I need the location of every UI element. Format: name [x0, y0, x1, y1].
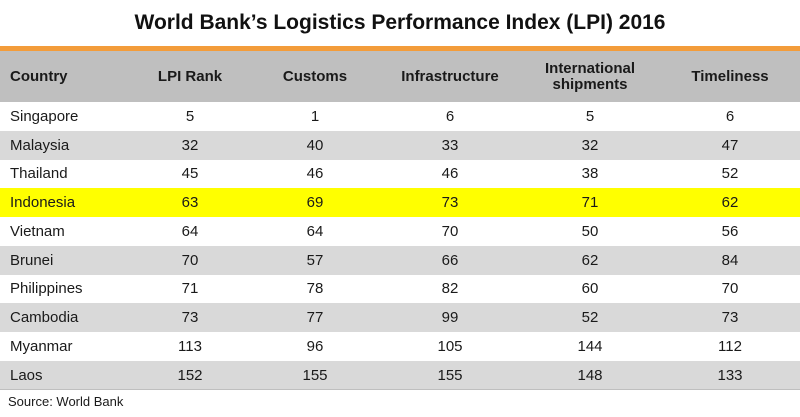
lpi-table: Country LPI Rank Customs Infrastructure … [0, 51, 800, 390]
value-cell: 1 [250, 102, 380, 131]
value-cell: 112 [660, 332, 800, 361]
value-cell: 52 [660, 160, 800, 189]
value-cell: 47 [660, 131, 800, 160]
value-cell: 133 [660, 361, 800, 390]
value-cell: 64 [250, 217, 380, 246]
bottom-divider [0, 389, 800, 390]
value-cell: 32 [520, 131, 660, 160]
country-cell: Thailand [0, 160, 130, 189]
value-cell: 57 [250, 246, 380, 275]
value-cell: 40 [250, 131, 380, 160]
value-cell: 70 [660, 275, 800, 304]
value-cell: 66 [380, 246, 520, 275]
chart-title: World Bank’s Logistics Performance Index… [0, 0, 800, 46]
value-cell: 113 [130, 332, 250, 361]
value-cell: 73 [380, 188, 520, 217]
value-cell: 62 [660, 188, 800, 217]
value-cell: 6 [380, 102, 520, 131]
value-cell: 78 [250, 275, 380, 304]
value-cell: 52 [520, 303, 660, 332]
table-row: Brunei 70 57 66 62 84 [0, 246, 800, 275]
value-cell: 60 [520, 275, 660, 304]
value-cell: 77 [250, 303, 380, 332]
value-cell: 73 [660, 303, 800, 332]
value-cell: 99 [380, 303, 520, 332]
table-row: Cambodia 73 77 99 52 73 [0, 303, 800, 332]
country-cell: Malaysia [0, 131, 130, 160]
table-row: Singapore 5 1 6 5 6 [0, 102, 800, 131]
value-cell: 148 [520, 361, 660, 390]
country-cell: Myanmar [0, 332, 130, 361]
header-row: Country LPI Rank Customs Infrastructure … [0, 51, 800, 102]
value-cell: 63 [130, 188, 250, 217]
value-cell: 73 [130, 303, 250, 332]
table-body: Singapore 5 1 6 5 6 Malaysia 32 40 33 32 47 Thailand… [0, 102, 800, 390]
value-cell: 84 [660, 246, 800, 275]
table-row: Laos 152 155 155 148 133 [0, 361, 800, 390]
value-cell: 50 [520, 217, 660, 246]
value-cell: 155 [250, 361, 380, 390]
value-cell: 152 [130, 361, 250, 390]
table-row: Myanmar 113 96 105 144 112 [0, 332, 800, 361]
value-cell: 144 [520, 332, 660, 361]
value-cell: 71 [130, 275, 250, 304]
column-header: Customs [250, 51, 380, 102]
country-cell: Brunei [0, 246, 130, 275]
source-note: Source: World Bank [8, 394, 123, 409]
value-cell: 96 [250, 332, 380, 361]
value-cell: 6 [660, 102, 800, 131]
column-header: Timeliness [660, 51, 800, 102]
country-cell: Indonesia [0, 188, 130, 217]
value-cell: 32 [130, 131, 250, 160]
table-row: Philippines 71 78 82 60 70 [0, 275, 800, 304]
value-cell: 46 [380, 160, 520, 189]
value-cell: 70 [380, 217, 520, 246]
column-header: Infrastructure [380, 51, 520, 102]
value-cell: 69 [250, 188, 380, 217]
value-cell: 71 [520, 188, 660, 217]
value-cell: 82 [380, 275, 520, 304]
table-row: Thailand 45 46 46 38 52 [0, 160, 800, 189]
country-cell: Laos [0, 361, 130, 390]
value-cell: 45 [130, 160, 250, 189]
value-cell: 46 [250, 160, 380, 189]
value-cell: 38 [520, 160, 660, 189]
table-row: Indonesia 63 69 73 71 62 [0, 188, 800, 217]
column-header: Country [0, 51, 130, 102]
value-cell: 155 [380, 361, 520, 390]
value-cell: 5 [520, 102, 660, 131]
value-cell: 5 [130, 102, 250, 131]
value-cell: 33 [380, 131, 520, 160]
value-cell: 56 [660, 217, 800, 246]
value-cell: 105 [380, 332, 520, 361]
country-cell: Vietnam [0, 217, 130, 246]
table-row: Vietnam 64 64 70 50 56 [0, 217, 800, 246]
column-header: LPI Rank [130, 51, 250, 102]
country-cell: Philippines [0, 275, 130, 304]
country-cell: Singapore [0, 102, 130, 131]
value-cell: 64 [130, 217, 250, 246]
country-cell: Cambodia [0, 303, 130, 332]
value-cell: 70 [130, 246, 250, 275]
table-row: Malaysia 32 40 33 32 47 [0, 131, 800, 160]
value-cell: 62 [520, 246, 660, 275]
column-header: International shipments [520, 51, 660, 102]
